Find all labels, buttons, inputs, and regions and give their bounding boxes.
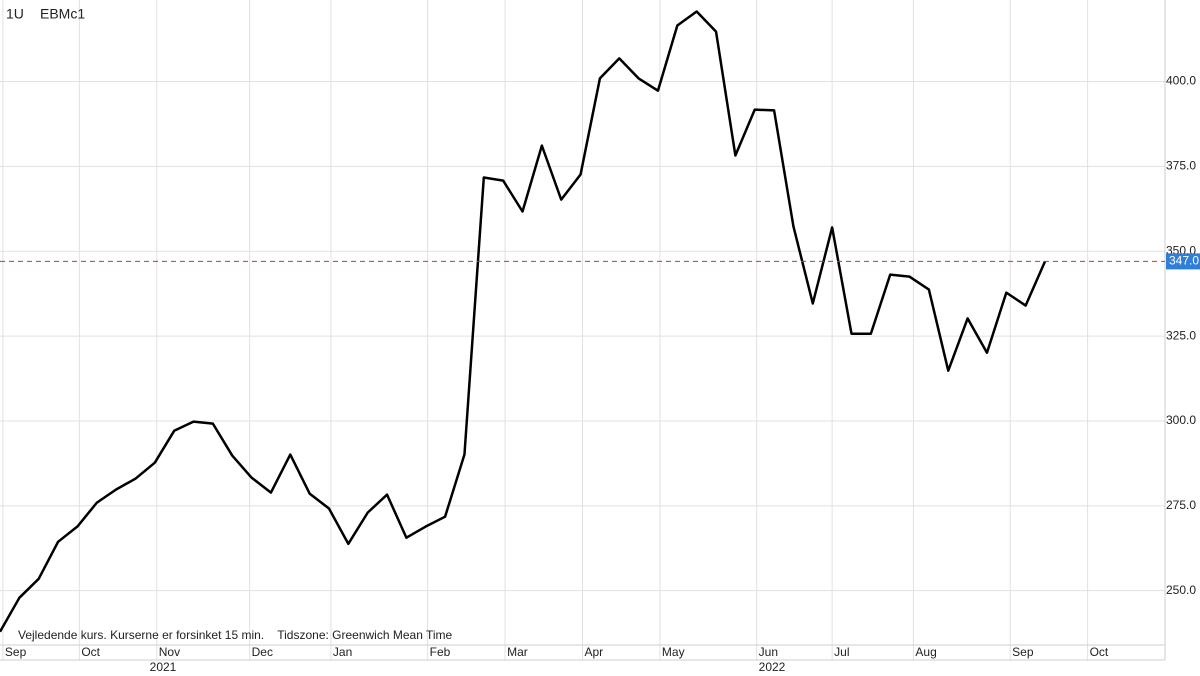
last-price-label: 347.0 [1169, 254, 1199, 268]
x-tick-label: May [662, 645, 685, 659]
note: Vejledende kurs. Kurserne er forsinket 1… [18, 628, 453, 642]
x-tick-label: Feb [430, 645, 451, 659]
x-tick-label: Mar [507, 645, 528, 659]
x-tick-label: Jul [834, 645, 849, 659]
y-tick-label: 325.0 [1166, 328, 1196, 342]
plot [0, 0, 1166, 661]
interval[interactable]: 1U [6, 6, 24, 22]
y-tick-label: 400.0 [1166, 74, 1196, 88]
x-tick-label: Apr [585, 645, 604, 659]
y-tick-label: 375.0 [1166, 159, 1196, 173]
x-tick-label: Dec [252, 645, 273, 659]
price-line [0, 10, 1047, 633]
x-tick-label: Oct [1090, 645, 1109, 659]
x-tick-label: Sep [1012, 645, 1034, 659]
x-tick-label: Oct [81, 645, 100, 659]
x-tick-label: Sep [5, 645, 27, 659]
symbol: EBMc1 [40, 6, 85, 22]
x-tick-label: Jan [333, 645, 352, 659]
x-tick-label: Nov [159, 645, 180, 659]
y-tick-label: 250.0 [1166, 583, 1196, 597]
year-label: 2022 [759, 660, 786, 674]
year-label: 2021 [150, 660, 177, 674]
last-price-badge [1166, 253, 1200, 270]
x-tick-label: Jun [759, 645, 778, 659]
x-tick-label: Aug [915, 645, 936, 659]
y-tick-label: 275.0 [1166, 498, 1196, 512]
y-tick-label: 300.0 [1166, 413, 1196, 427]
